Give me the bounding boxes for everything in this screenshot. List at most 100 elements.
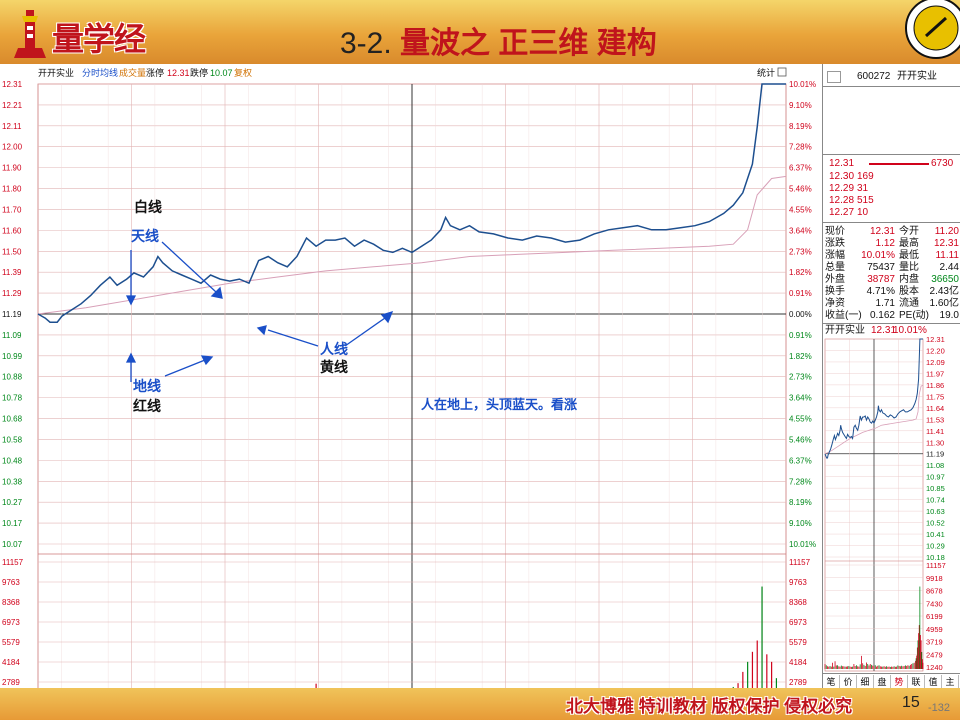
ask-bar — [869, 163, 929, 165]
ask-price: 12.31 — [829, 157, 854, 170]
stock-name: 开开实业 — [38, 67, 74, 78]
price-tick-label: 11.50 — [2, 247, 22, 256]
price-tick-label: 12.21 — [2, 101, 23, 110]
pct-tick-label: 4.55% — [789, 205, 812, 214]
volume-tick-label: 5579 — [789, 638, 807, 647]
volume-tick-label: 9763 — [2, 578, 20, 587]
annotation-ground-line: 地线 — [133, 378, 161, 394]
mini-tab[interactable]: 盘 — [874, 675, 891, 688]
volume-tick-label: 4184 — [2, 658, 20, 667]
annotations: 白线 天线 地线 红线 人线 黄线 人在地上，头顶蓝天。看涨 — [127, 199, 577, 414]
tab-time[interactable]: 分时 — [82, 67, 100, 78]
pct-tick-label: 7.28% — [789, 143, 812, 152]
pct-tick-label: 0.00% — [789, 310, 812, 319]
price-tick-label: 11.70 — [2, 205, 22, 214]
mini-price-tick: 10.29 — [926, 542, 945, 551]
panel-icon[interactable] — [827, 71, 841, 83]
mini-pct: 10.01% — [893, 324, 927, 337]
mini-tab[interactable]: 笔 — [823, 675, 840, 688]
price-tick-label: 10.88 — [2, 373, 23, 382]
mini-tab[interactable]: 值 — [925, 675, 942, 688]
limit-up-label: 涨停 — [146, 67, 164, 78]
tower-icon — [12, 8, 48, 58]
pct-tick-label: 10.01% — [789, 540, 816, 549]
logo: 量学经典 — [12, 8, 162, 58]
seal-badge-icon — [904, 0, 960, 60]
intraday-chart[interactable]: 开开实业 分时 均线 成交量 涨停 12.31 跌停 10.07 复权 统计 1… — [0, 64, 822, 688]
annotation-human-line: 人线 — [320, 341, 348, 357]
pct-tick-label: 1.82% — [789, 268, 812, 277]
pct-tick-label: 5.46% — [789, 435, 812, 444]
mini-tab[interactable]: 势 — [891, 675, 908, 688]
volume-tick-label: 5579 — [2, 638, 20, 647]
mini-price-tick: 11.64 — [926, 404, 944, 413]
stat-value: 0.162 — [870, 309, 895, 322]
stats-button[interactable]: 统计 — [757, 67, 775, 78]
price-tick-label: 11.09 — [2, 331, 22, 340]
quote-code: 600272 — [857, 70, 890, 83]
price-tick-label: 12.00 — [2, 143, 23, 152]
pct-axis-right: 10.01% 9.10% 8.19% 7.28% 6.37% 5.46% 4.55% 3.64… — [789, 80, 816, 549]
page-subnumber: -132 — [928, 702, 950, 714]
bid-price: 12.27 — [829, 206, 854, 219]
pct-tick-label: 3.64% — [789, 226, 812, 235]
stat-label: PE(动) — [899, 309, 929, 322]
price-axis-left: 12.31 12.21 12.11 12.00 11.90 11.80 11.70 11.60… — [2, 80, 23, 549]
quote-panel: 600272 开开实业 12.31 6730 12.30 169 12.29 31 12… — [822, 64, 960, 688]
mini-price-tick: 11.19 — [926, 450, 944, 459]
mini-price-tick: 11.08 — [926, 461, 944, 470]
footer-text: 北大博雅 特训教材 版权保护 侵权必究 — [566, 692, 852, 717]
tab-avg[interactable]: 均线 — [100, 67, 118, 78]
mini-price-tick: 10.41 — [926, 530, 945, 539]
mini-stock-name: 开开实业 — [825, 324, 865, 337]
mini-price-tick: 12.09 — [926, 358, 945, 367]
mini-price-tick: 11.41 — [926, 427, 944, 436]
chart-header: 开开实业 分时 均线 成交量 涨停 12.31 跌停 10.07 复权 统计 — [0, 64, 822, 80]
divider — [823, 86, 960, 87]
price-tick-label: 10.17 — [2, 519, 23, 528]
volume-axis-right: 111579763836869735579418427891395 — [789, 558, 811, 688]
mini-price-tick: 11.86 — [926, 381, 944, 390]
mini-volume-tick: 3719 — [926, 638, 943, 647]
volume-tick-label: 2789 — [789, 678, 807, 687]
mini-price-tick: 10.97 — [926, 473, 945, 482]
title-text: 量波之 正三维 建构 — [400, 27, 657, 60]
divider — [823, 222, 960, 223]
mini-volume-tick: 8678 — [926, 587, 943, 596]
stat-label: 收益(一) — [825, 309, 862, 322]
pct-tick-label: 8.19% — [789, 122, 812, 131]
price-tick-label: 10.48 — [2, 456, 23, 465]
volume-tick-label: 4184 — [789, 658, 807, 667]
mini-chart[interactable]: 12.31 12.20 12.09 11.97 11.86 11.75 11.64 11.53… — [823, 337, 960, 673]
annotation-yellow-line: 黄线 — [320, 359, 348, 375]
price-tick-label: 11.90 — [2, 164, 22, 173]
mini-volume-tick: 9918 — [926, 574, 943, 583]
volume-tick-label: 11157 — [789, 558, 811, 567]
ask-row: 12.31 6730 — [823, 157, 960, 170]
tab-volume[interactable]: 成交量 — [119, 67, 146, 78]
mini-price-tick: 10.52 — [926, 519, 945, 528]
divider — [823, 154, 960, 155]
mini-tab[interactable]: 价 — [840, 675, 857, 688]
mini-tab[interactable]: 联 — [908, 675, 925, 688]
stat-value: 19.0 — [940, 309, 959, 322]
price-tick-label: 12.11 — [2, 122, 22, 131]
slide-header: 量学经典 3-2. 量波之 正三维 建构 — [0, 0, 960, 64]
tab-restore[interactable]: 复权 — [234, 67, 252, 78]
pct-tick-label: 1.82% — [789, 352, 812, 361]
mini-chart-title: 开开实业 12.31 10.01% — [823, 323, 960, 337]
pct-tick-label: 9.10% — [789, 101, 812, 110]
volume-tick-label: 6973 — [789, 618, 807, 627]
pct-tick-label: 2.73% — [789, 373, 812, 382]
limit-up-value: 12.31 — [167, 68, 190, 78]
pct-tick-label: 9.10% — [789, 519, 812, 528]
pct-tick-label: 6.37% — [789, 456, 812, 465]
mini-tab[interactable]: 主 — [942, 675, 959, 688]
mini-tab[interactable]: 细 — [857, 675, 874, 688]
bid-row: 12.27 10 — [823, 206, 960, 219]
chart-window: 开开实业 分时 均线 成交量 涨停 12.31 跌停 10.07 复权 统计 1… — [0, 64, 960, 688]
mini-price-tick: 11.97 — [926, 369, 944, 378]
pct-tick-label: 0.91% — [789, 289, 812, 298]
mini-price-tick: 11.30 — [926, 438, 944, 447]
mini-price-tick: 10.63 — [926, 507, 945, 516]
